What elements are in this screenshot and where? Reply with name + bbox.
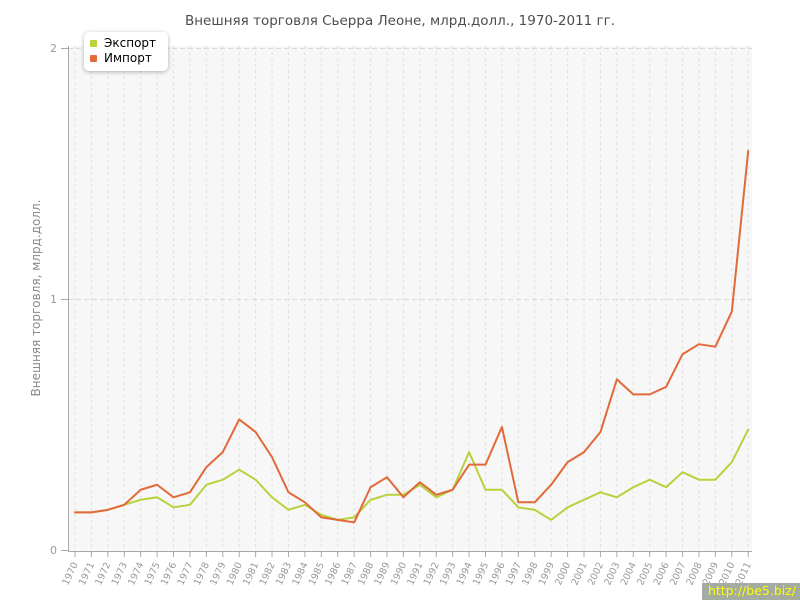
svg-text:Внешняя торговля, млрд.долл.: Внешняя торговля, млрд.долл.	[29, 200, 43, 397]
svg-text:1: 1	[50, 293, 57, 306]
watermark-link[interactable]: http://be5.biz/	[701, 583, 800, 600]
import-series-swatch	[90, 55, 97, 62]
legend-item-export: Экспорт	[90, 36, 156, 51]
legend-item-import: Импорт	[90, 51, 156, 66]
chart-title: Внешняя торговля Сьерра Леоне, млрд.долл…	[184, 13, 616, 29]
legend-label-export: Экспорт	[104, 36, 157, 50]
legend-label-import: Импорт	[104, 51, 152, 65]
export-series-swatch	[90, 40, 97, 47]
legend: Экспорт Импорт	[84, 32, 169, 71]
svg-text:2: 2	[50, 42, 57, 55]
svg-text:0: 0	[50, 544, 57, 557]
